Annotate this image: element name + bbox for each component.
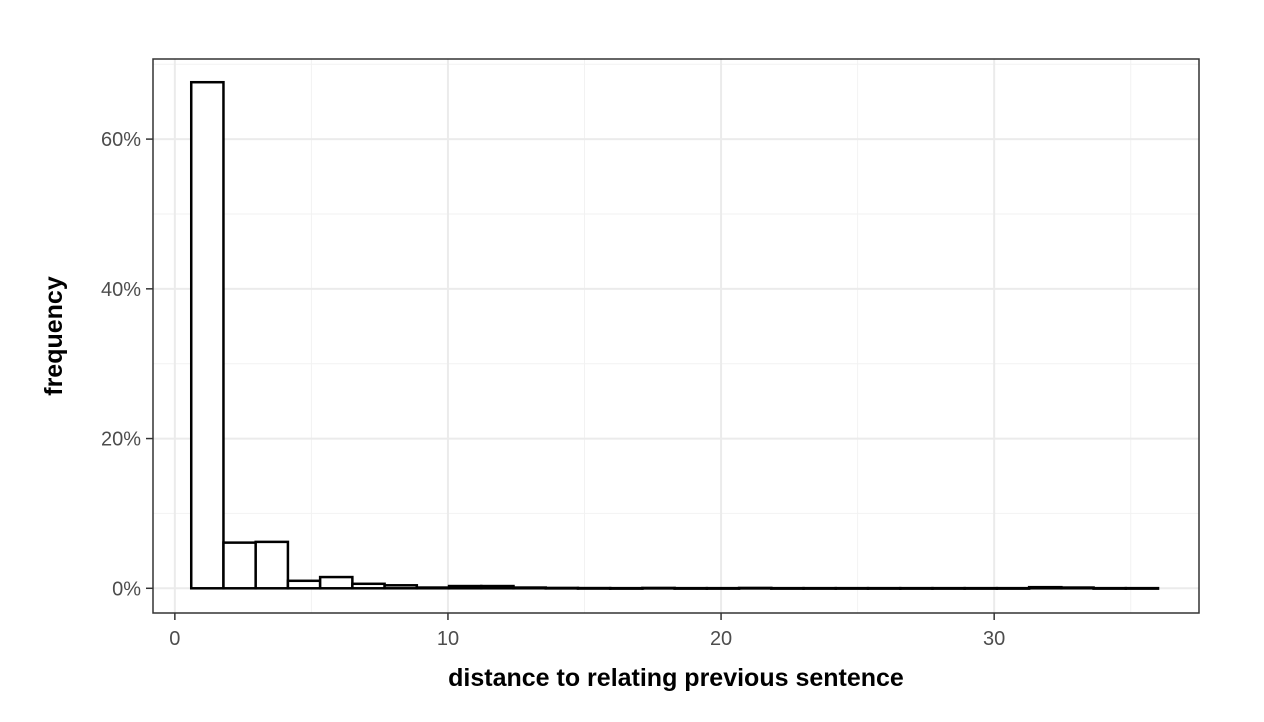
histogram-bar-19 [802,586,838,590]
histogram-bar-5 [351,582,386,590]
y-axis-title: frequency [40,276,68,396]
histogram-bar-29 [1124,586,1160,590]
grid [153,59,1199,613]
x-tick-label: 0 [169,628,180,650]
y-axis: 0% 20% 40% 60% [101,129,153,600]
histogram-bar-23 [931,586,966,590]
histogram-bar-1 [222,541,257,590]
histogram-bar-14 [641,586,676,590]
histogram-bar-10 [512,586,547,590]
histogram-bar-22 [898,586,934,590]
histogram-bar-7 [415,586,451,590]
histogram-bar-3 [286,579,322,590]
histogram-bar-11 [544,586,580,590]
histogram-bar-26 [1027,585,1063,590]
histogram-bar-9 [480,584,515,590]
x-tick-label: 20 [710,628,732,650]
histogram-bar-25 [995,586,1031,590]
histogram-bar-0 [189,80,225,590]
y-tick-label: 60% [101,129,141,151]
histogram-bar-8 [447,584,483,590]
histogram-bar-17 [737,586,773,590]
x-axis-title: distance to relating previous sentence [448,664,904,692]
y-tick-label: 20% [101,429,141,451]
histogram-bar-18 [770,586,805,590]
y-tick-label: 0% [112,578,141,600]
histogram-bar-4 [318,575,354,590]
histogram-bar-21 [866,586,902,590]
bars [189,80,1160,590]
x-axis: 0 10 20 30 [169,613,1005,650]
histogram-bar-16 [705,586,741,590]
y-tick-label: 40% [101,279,141,301]
histogram-bar-27 [1060,586,1095,590]
histogram-bar-12 [576,586,612,590]
x-tick-label: 10 [437,628,459,650]
x-tick-label: 30 [983,628,1005,650]
histogram-bar-24 [963,586,999,590]
plot-frame [152,58,1200,614]
histogram-bar-13 [608,586,644,590]
histogram-bar-15 [673,586,709,590]
histogram-bar-2 [254,540,290,590]
histogram-bar-28 [1092,586,1128,590]
histogram-bar-6 [383,584,419,590]
histogram-bar-20 [834,586,870,590]
